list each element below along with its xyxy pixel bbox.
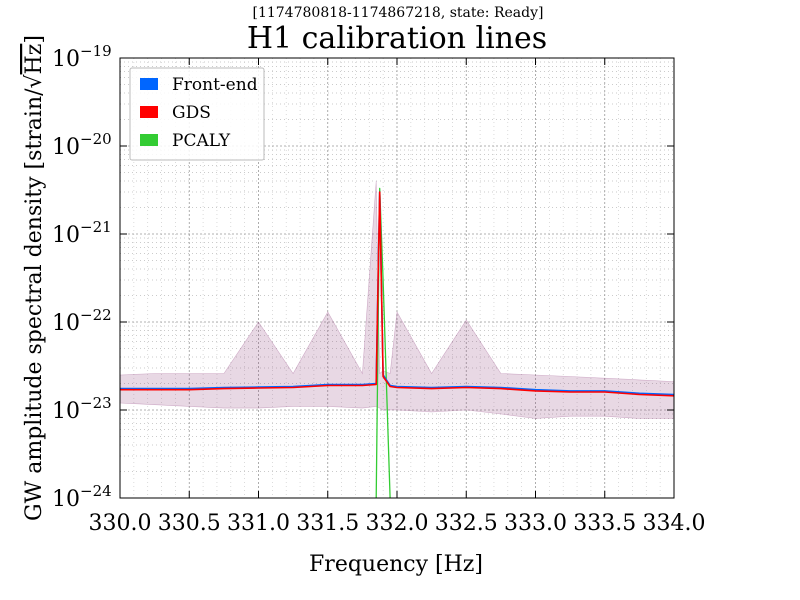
y-axis-label-text: GW amplitude spectral density [strain/√H… bbox=[22, 35, 47, 521]
y-axis-label: GW amplitude spectral density [strain/√H… bbox=[22, 35, 47, 521]
x-tick-label: 332.0 bbox=[366, 511, 429, 536]
x-tick-label: 334.0 bbox=[643, 511, 706, 536]
x-tick-label: 333.0 bbox=[504, 511, 567, 536]
y-tick-label: 10−19 bbox=[52, 42, 112, 72]
y-tick-label: 10−21 bbox=[52, 218, 112, 248]
y-tick-label: 10−20 bbox=[52, 130, 112, 160]
series-lines bbox=[120, 187, 675, 499]
legend-swatch-front-end bbox=[140, 78, 158, 90]
legend-label-pcaly: PCALY bbox=[172, 131, 231, 151]
y-tick-label: 10−23 bbox=[52, 394, 112, 424]
legend-label-front-end: Front-end bbox=[172, 75, 258, 95]
x-tick-label: 332.5 bbox=[435, 511, 498, 536]
chart-subtitle: [1174780818-1174867218, state: Ready] bbox=[253, 5, 544, 21]
chart-title: H1 calibration lines bbox=[247, 21, 547, 56]
y-axis-label-prefix: GW amplitude spectral density [strain/ bbox=[22, 88, 47, 521]
x-tick-label: 330.5 bbox=[158, 511, 221, 536]
x-tick-labels: 330.0 330.5 331.0 331.5 332.0 332.5 333.0 333.5… bbox=[89, 511, 706, 536]
legend: Front-end GDS PCALY bbox=[129, 67, 265, 161]
x-tick-label: 330.0 bbox=[89, 511, 152, 536]
y-tick-label: 10−22 bbox=[52, 306, 112, 336]
legend-swatch-gds bbox=[140, 106, 158, 118]
y-axis-label-radicand: Hz bbox=[22, 44, 47, 75]
legend-swatch-pcaly bbox=[140, 134, 158, 146]
x-axis-label: Frequency [Hz] bbox=[309, 552, 483, 577]
series-line-gds bbox=[120, 191, 675, 397]
y-tick-label: 10−24 bbox=[52, 482, 112, 512]
sqrt-symbol: √ bbox=[22, 73, 47, 88]
y-tick-labels: 10−24 10−23 10−22 10−21 10−20 10−19 bbox=[52, 42, 112, 512]
legend-label-gds: GDS bbox=[172, 103, 211, 123]
x-tick-label: 331.5 bbox=[296, 511, 359, 536]
axis-ticks bbox=[119, 57, 675, 499]
x-tick-label: 333.5 bbox=[573, 511, 636, 536]
y-axis-label-suffix: ] bbox=[22, 35, 47, 44]
x-tick-label: 331.0 bbox=[227, 511, 290, 536]
series-line-pcaly bbox=[375, 187, 391, 499]
legend-box bbox=[129, 67, 265, 161]
